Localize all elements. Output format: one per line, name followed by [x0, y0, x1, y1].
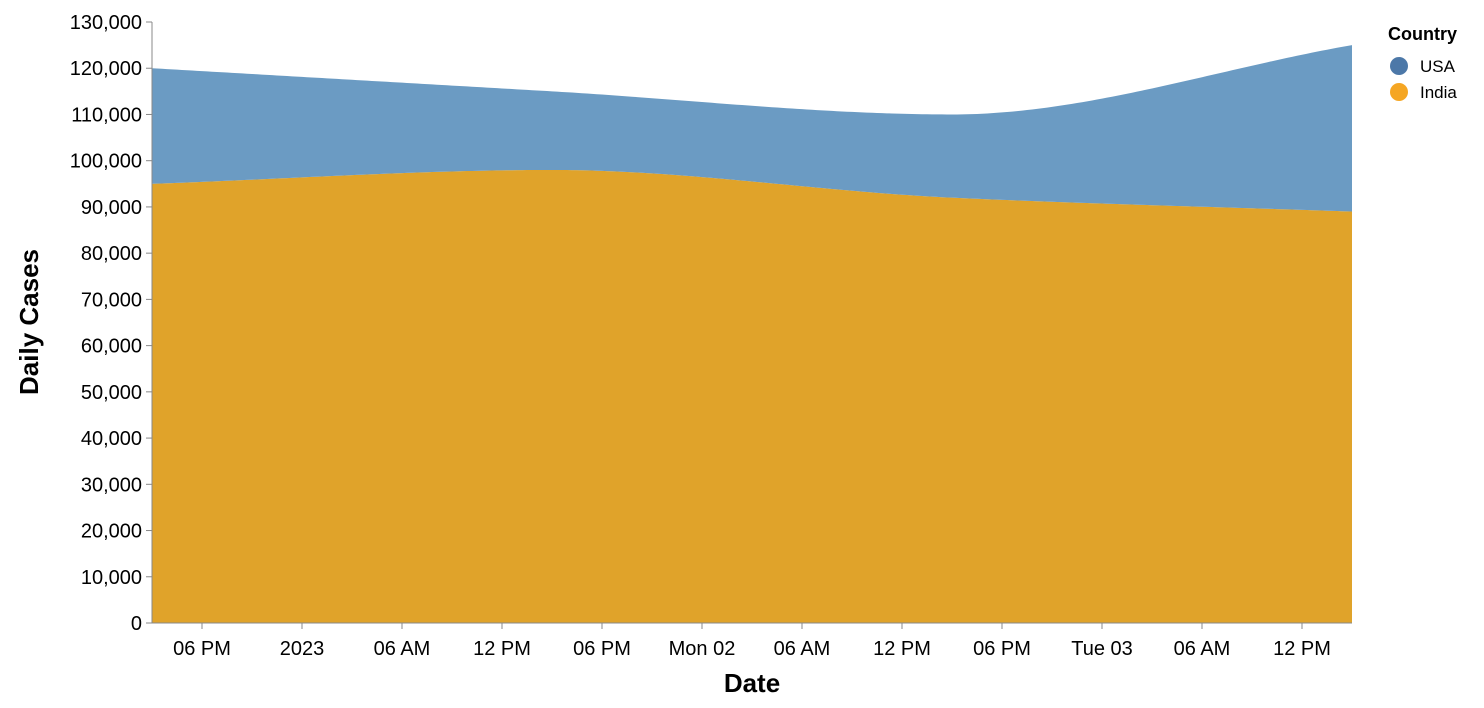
x-tick-label: 12 PM	[473, 638, 531, 660]
y-tick-label: 40,000	[81, 428, 142, 450]
y-tick-label: 50,000	[81, 382, 142, 404]
y-axis: 0 10,000 20,000 30,000 40,000 50,000 60,000 70,…	[70, 12, 153, 635]
x-tick-label: 06 AM	[374, 638, 431, 660]
legend-swatch	[1390, 57, 1408, 75]
legend-label: USA	[1420, 57, 1456, 76]
legend-item-india: India	[1390, 83, 1457, 102]
x-tick-label: 12 PM	[873, 638, 931, 660]
y-axis-title: Daily Cases	[14, 249, 44, 395]
x-tick-label: 2023	[280, 638, 325, 660]
x-tick-label: 06 PM	[573, 638, 631, 660]
legend: Country USA India	[1388, 24, 1457, 102]
y-tick-label: 10,000	[81, 567, 142, 589]
x-tick-label: Mon 02	[669, 638, 736, 660]
y-tick-label: 20,000	[81, 521, 142, 543]
x-tick-label: 06 PM	[973, 638, 1031, 660]
legend-items: USA India	[1390, 57, 1457, 102]
x-axis: 06 PM 2023 06 AM 12 PM 06 PM Mon 02 06 AM 12 PM…	[152, 622, 1352, 660]
legend-label: India	[1420, 83, 1457, 102]
y-tick-label: 80,000	[81, 243, 142, 265]
area-usa	[152, 45, 1352, 212]
y-tick-label: 110,000	[71, 104, 142, 126]
legend-title: Country	[1388, 24, 1457, 44]
y-tick-label: 70,000	[81, 289, 142, 311]
x-tick-label: 12 PM	[1273, 638, 1331, 660]
area-india	[152, 169, 1352, 623]
x-tick-label: 06 AM	[774, 638, 831, 660]
y-tick-label: 30,000	[81, 474, 142, 496]
legend-item-usa: USA	[1390, 57, 1456, 76]
y-tick-label: 60,000	[81, 336, 142, 358]
y-tick-label: 0	[131, 613, 142, 635]
x-tick-label: 06 PM	[173, 638, 231, 660]
y-tick-label: 130,000	[70, 12, 142, 34]
y-tick-label: 90,000	[81, 197, 142, 219]
x-tick-label: 06 AM	[1174, 638, 1231, 660]
y-tick-label: 100,000	[70, 151, 142, 173]
x-axis-title: Date	[724, 668, 780, 698]
areas-layer	[152, 45, 1352, 623]
y-tick-label: 120,000	[70, 58, 142, 80]
x-tick-label: Tue 03	[1071, 638, 1133, 660]
legend-swatch	[1390, 83, 1408, 101]
